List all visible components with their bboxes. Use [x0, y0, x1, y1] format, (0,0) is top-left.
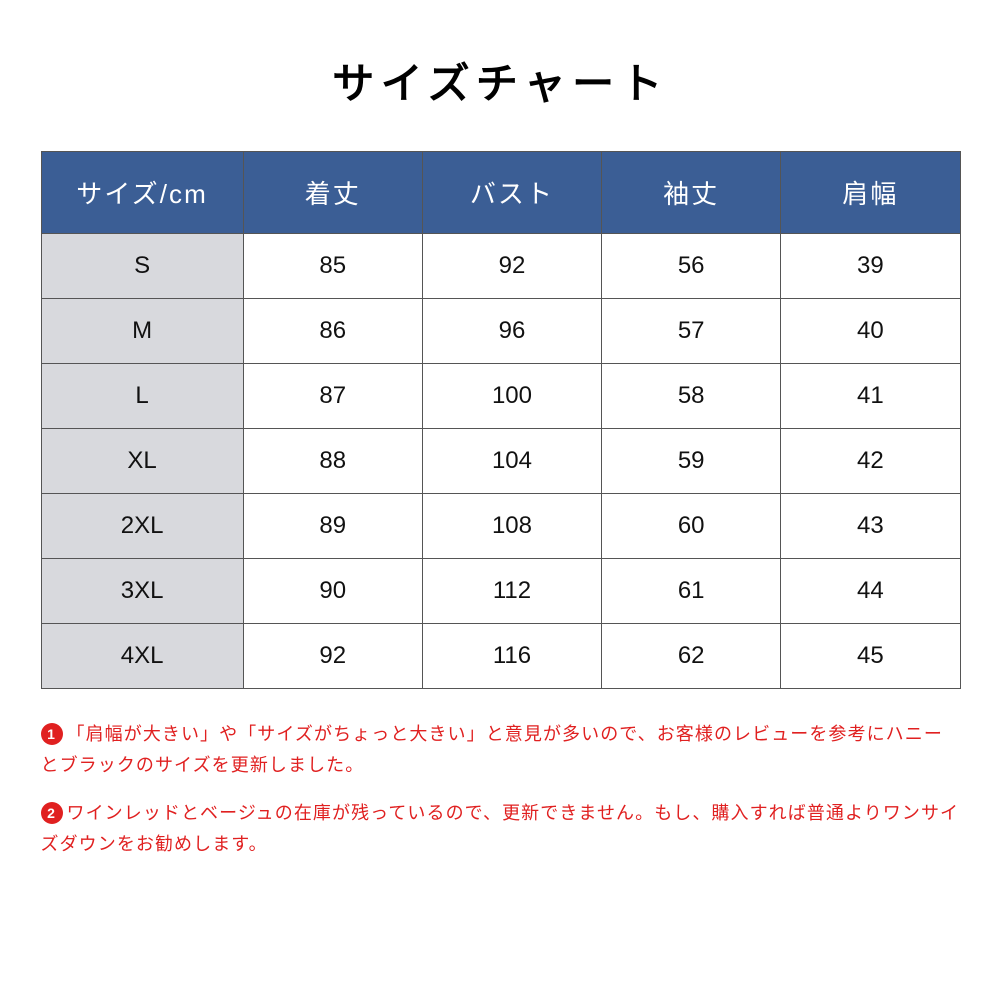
table-header-cell: 袖丈 [602, 152, 781, 234]
data-cell: 89 [243, 494, 422, 559]
data-cell: 45 [781, 624, 960, 689]
size-cell: L [41, 364, 243, 429]
data-cell: 104 [422, 429, 601, 494]
size-chart-table: サイズ/cm 着丈 バスト 袖丈 肩幅 S 85 92 56 39 M 86 9… [41, 151, 961, 689]
data-cell: 96 [422, 299, 601, 364]
table-row: 2XL 89 108 60 43 [41, 494, 960, 559]
table-row: 4XL 92 116 62 45 [41, 624, 960, 689]
data-cell: 56 [602, 234, 781, 299]
data-cell: 44 [781, 559, 960, 624]
data-cell: 92 [243, 624, 422, 689]
table-header-cell: 着丈 [243, 152, 422, 234]
notes-section: 1「肩幅が大きい」や「サイズがちょっと大きい」と意見が多いので、お客様のレビュー… [41, 719, 961, 877]
size-cell: XL [41, 429, 243, 494]
note-item: 1「肩幅が大きい」や「サイズがちょっと大きい」と意見が多いので、お客様のレビュー… [41, 719, 961, 780]
size-cell: 4XL [41, 624, 243, 689]
data-cell: 100 [422, 364, 601, 429]
data-cell: 59 [602, 429, 781, 494]
table-header-cell: バスト [422, 152, 601, 234]
table-row: L 87 100 58 41 [41, 364, 960, 429]
page-title: サイズチャート [332, 50, 668, 111]
data-cell: 58 [602, 364, 781, 429]
data-cell: 108 [422, 494, 601, 559]
data-cell: 62 [602, 624, 781, 689]
data-cell: 60 [602, 494, 781, 559]
data-cell: 90 [243, 559, 422, 624]
table-body: S 85 92 56 39 M 86 96 57 40 L 87 100 58 … [41, 234, 960, 689]
data-cell: 87 [243, 364, 422, 429]
data-cell: 92 [422, 234, 601, 299]
size-cell: 3XL [41, 559, 243, 624]
data-cell: 85 [243, 234, 422, 299]
size-cell: 2XL [41, 494, 243, 559]
table-row: M 86 96 57 40 [41, 299, 960, 364]
table-row: 3XL 90 112 61 44 [41, 559, 960, 624]
note-text: 「肩幅が大きい」や「サイズがちょっと大きい」と意見が多いので、お客様のレビューを… [41, 724, 943, 775]
data-cell: 40 [781, 299, 960, 364]
note-text: ワインレッドとベージュの在庫が残っているので、更新できません。もし、購入すれば普… [41, 803, 960, 854]
data-cell: 41 [781, 364, 960, 429]
table-header-cell: 肩幅 [781, 152, 960, 234]
data-cell: 88 [243, 429, 422, 494]
table-header-cell: サイズ/cm [41, 152, 243, 234]
data-cell: 42 [781, 429, 960, 494]
note-item: 2ワインレッドとベージュの在庫が残っているので、更新できません。もし、購入すれば… [41, 798, 961, 859]
table-row: S 85 92 56 39 [41, 234, 960, 299]
note-badge-icon: 1 [41, 723, 63, 745]
data-cell: 39 [781, 234, 960, 299]
data-cell: 86 [243, 299, 422, 364]
size-cell: S [41, 234, 243, 299]
data-cell: 61 [602, 559, 781, 624]
table-header-row: サイズ/cm 着丈 バスト 袖丈 肩幅 [41, 152, 960, 234]
data-cell: 112 [422, 559, 601, 624]
note-badge-icon: 2 [41, 802, 63, 824]
data-cell: 43 [781, 494, 960, 559]
table-row: XL 88 104 59 42 [41, 429, 960, 494]
data-cell: 116 [422, 624, 601, 689]
data-cell: 57 [602, 299, 781, 364]
size-cell: M [41, 299, 243, 364]
